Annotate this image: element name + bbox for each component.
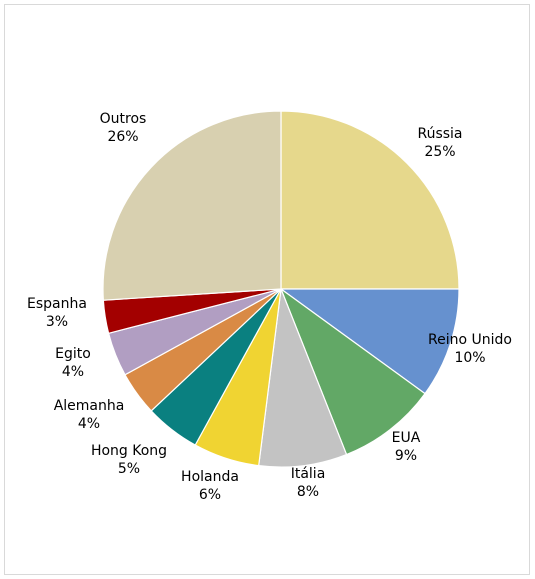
pie-slice-russia — [280, 110, 460, 290]
slice-percent-espanha: 3% — [46, 314, 68, 330]
slice-label-alemanha: Alemanha — [54, 398, 125, 414]
pie-slice-italia — [258, 288, 348, 468]
slice-percent-italia: 8% — [297, 484, 319, 500]
slice-percent-egito: 4% — [62, 364, 84, 380]
pie-slice-outros — [102, 110, 282, 301]
slice-label-outros: Outros — [100, 111, 147, 127]
slice-label-espanha: Espanha — [27, 296, 87, 312]
slice-label-holanda: Holanda — [181, 469, 239, 485]
slice-label-reino-unido: Reino Unido — [428, 332, 512, 348]
slice-percent-hong-kong: 5% — [118, 461, 140, 477]
slice-percent-russia: 25% — [424, 144, 455, 160]
slice-percent-eua: 9% — [395, 448, 417, 464]
pie-slice-eua — [279, 287, 426, 456]
slice-label-hong-kong: Hong Kong — [91, 443, 167, 459]
slice-label-russia: Rússia — [417, 126, 462, 142]
slice-label-eua: EUA — [392, 430, 421, 446]
slice-label-italia: Itália — [291, 466, 326, 482]
pie-slice-reino-unido — [279, 288, 460, 395]
slice-label-egito: Egito — [55, 346, 91, 362]
slice-percent-reino-unido: 10% — [454, 350, 485, 366]
pie-slices — [102, 110, 460, 468]
slice-percent-outros: 26% — [107, 129, 138, 145]
pie-labels: Rússia 25% Reino Unido 10% EUA 9% Itália 8% Hola… — [27, 111, 512, 503]
slice-percent-alemanha: 4% — [78, 416, 100, 432]
slice-percent-holanda: 6% — [199, 487, 221, 503]
